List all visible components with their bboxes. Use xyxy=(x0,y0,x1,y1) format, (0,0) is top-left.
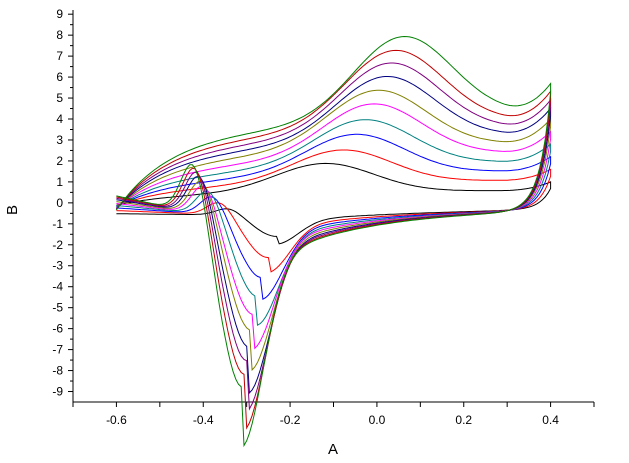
y-tick-label: 3 xyxy=(56,133,63,147)
y-tick-label: -9 xyxy=(52,385,63,399)
y-tick-label: 1 xyxy=(56,175,63,189)
x-tick-label: 0.4 xyxy=(542,413,559,427)
series-line-4 xyxy=(116,119,552,327)
x-tick-label: 0.0 xyxy=(369,413,386,427)
series-layer xyxy=(115,35,552,448)
y-tick-label: 4 xyxy=(56,112,63,126)
x-tick-label: -0.4 xyxy=(193,413,214,427)
axes: -9 -8 -7 -6 -5 -4 -3 -2 -1 0 1 2 3 4 5 6 7 8 9 -0.6 -0.4 -0.2… xyxy=(52,7,595,427)
y-tick-label: 9 xyxy=(56,7,63,21)
x-tick-label: -0.6 xyxy=(106,413,127,427)
y-tick-label: -3 xyxy=(52,259,63,273)
series-line-5 xyxy=(116,103,552,350)
y-tick-label: -7 xyxy=(52,343,63,357)
y-tick-label: -4 xyxy=(52,280,63,294)
x-tick-label: 0.2 xyxy=(455,413,472,427)
y-tick-label: -5 xyxy=(52,301,63,315)
series-line-2 xyxy=(116,149,552,273)
series-line-3 xyxy=(116,133,552,301)
x-axis-title: A xyxy=(328,441,338,458)
y-tick-label: 6 xyxy=(56,70,63,84)
series-line-1 xyxy=(116,162,552,245)
series-line-10 xyxy=(115,35,552,448)
y-tick-label: -8 xyxy=(52,364,63,378)
series-line-6 xyxy=(116,89,552,372)
y-tick-label: 8 xyxy=(56,28,63,42)
y-tick-label: -1 xyxy=(52,217,63,231)
y-axis-title: B xyxy=(4,205,21,215)
y-tick-label: 5 xyxy=(56,91,63,105)
y-tick-label: -6 xyxy=(52,322,63,336)
y-tick-label: 7 xyxy=(56,49,63,63)
y-tick-label: 0 xyxy=(56,196,63,210)
x-tick-label: -0.2 xyxy=(280,413,301,427)
y-tick-label: -2 xyxy=(52,238,63,252)
series-line-8 xyxy=(116,62,552,411)
y-tick-label: 2 xyxy=(56,154,63,168)
